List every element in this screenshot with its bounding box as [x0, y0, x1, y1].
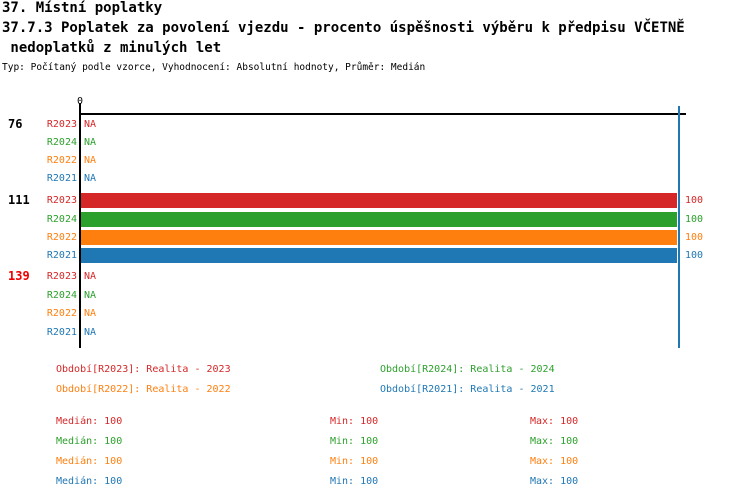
series-label-r2024: R2024: [46, 137, 77, 148]
stat-median-r2023: Medián: 100: [56, 416, 123, 427]
series-label-r2024: R2024: [46, 290, 77, 301]
na-value: NA: [84, 119, 97, 130]
stat-min-r2023: Min: 100: [330, 416, 379, 427]
na-value: NA: [84, 137, 97, 148]
series-label-r2021: R2021: [46, 250, 77, 261]
stat-median-r2022: Medián: 100: [56, 456, 123, 467]
chart-title-line1: 37.7.3 Poplatek za povolení vjezdu - pro…: [2, 20, 685, 36]
na-value: NA: [84, 290, 97, 301]
stat-min-r2021: Min: 100: [330, 476, 379, 487]
chart-subtitle: Typ: Počítaný podle vzorce, Vyhodnocení:…: [2, 62, 426, 73]
bar-value-label: 100: [685, 232, 704, 243]
bar-value-label: 100: [685, 250, 704, 261]
stat-max-r2023: Max: 100: [530, 416, 579, 427]
stat-max-r2021: Max: 100: [530, 476, 579, 487]
na-value: NA: [84, 271, 97, 282]
series-label-r2023: R2023: [46, 119, 77, 130]
na-value: NA: [84, 155, 97, 166]
x-axis-zero-label: 0: [76, 96, 84, 107]
series-label-r2022: R2022: [46, 232, 77, 243]
stat-max-r2024: Max: 100: [530, 436, 579, 447]
stat-min-r2024: Min: 100: [330, 436, 379, 447]
stat-min-r2022: Min: 100: [330, 456, 379, 467]
series-label-r2021: R2021: [46, 173, 77, 184]
legend-item-r2022: Období[R2022]: Realita - 2022: [56, 384, 231, 395]
series-label-r2023: R2023: [46, 271, 77, 282]
reference-line-100: [678, 106, 680, 348]
page-title: 37. Místní poplatky: [2, 0, 163, 16]
na-value: NA: [84, 327, 97, 338]
y-axis-line: [79, 103, 81, 348]
group-label-139: 139: [8, 269, 30, 283]
group-label-76: 76: [8, 117, 23, 131]
na-value: NA: [84, 173, 97, 184]
na-value: NA: [84, 308, 97, 319]
stat-median-r2021: Medián: 100: [56, 476, 123, 487]
series-label-r2021: R2021: [46, 327, 77, 338]
group-label-111: 111: [8, 193, 30, 207]
bar-r2023: [81, 193, 677, 208]
bar-value-label: 100: [685, 214, 704, 225]
x-axis-line: [79, 113, 686, 115]
legend-item-r2021: Období[R2021]: Realita - 2021: [380, 384, 555, 395]
stat-median-r2024: Medián: 100: [56, 436, 123, 447]
series-label-r2023: R2023: [46, 195, 77, 206]
legend-item-r2023: Období[R2023]: Realita - 2023: [56, 364, 231, 375]
bar-r2024: [81, 212, 677, 227]
series-label-r2024: R2024: [46, 214, 77, 225]
stat-max-r2022: Max: 100: [530, 456, 579, 467]
series-label-r2022: R2022: [46, 308, 77, 319]
bar-r2021: [81, 248, 677, 263]
series-label-r2022: R2022: [46, 155, 77, 166]
legend-item-r2024: Období[R2024]: Realita - 2024: [380, 364, 555, 375]
bar-value-label: 100: [685, 195, 704, 206]
chart-title-line2: nedoplatků z minulých let: [2, 40, 222, 56]
bar-r2022: [81, 230, 677, 245]
